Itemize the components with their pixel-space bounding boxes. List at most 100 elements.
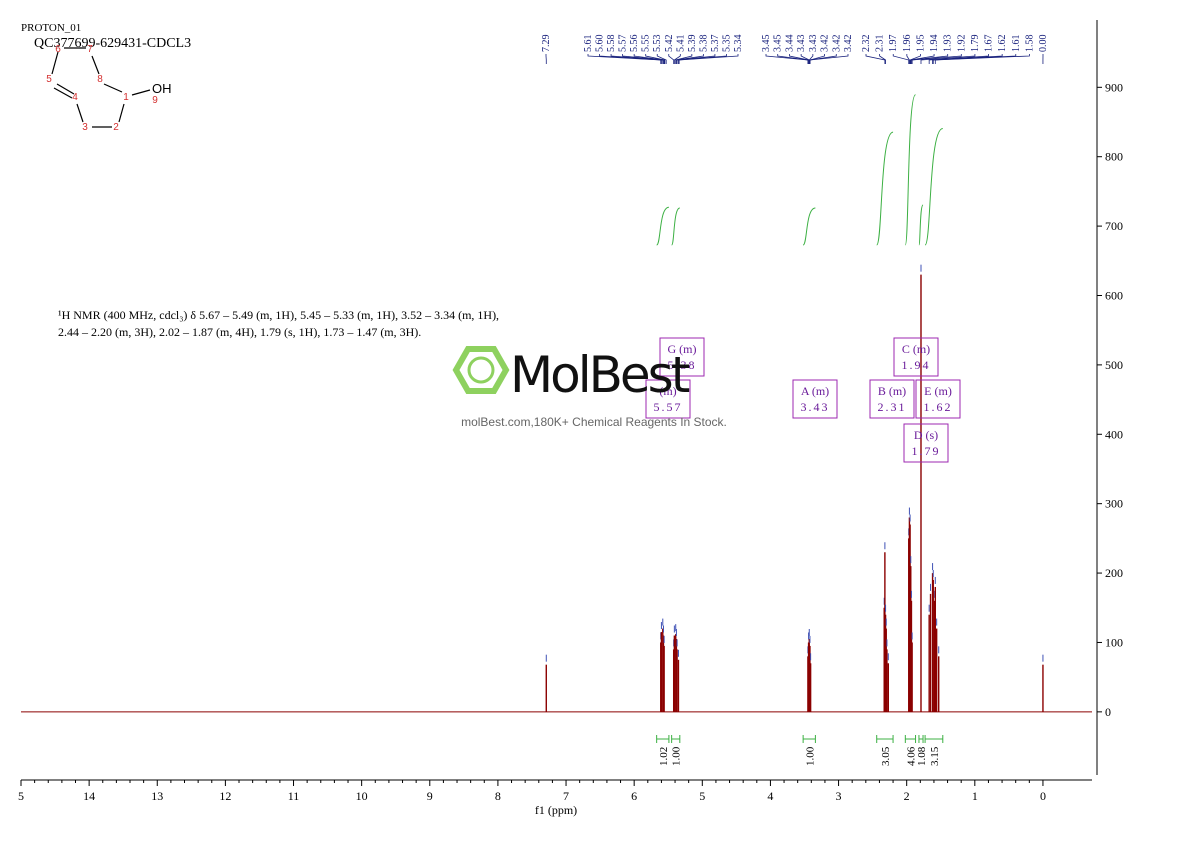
x-tick-label: 10 — [356, 789, 368, 803]
peak-label: 5.53 — [652, 35, 663, 53]
molecule — [51, 47, 151, 128]
integral-curve — [671, 207, 681, 246]
multiplet-label: E (m) — [924, 384, 952, 398]
peak-label: 3.42 — [843, 35, 854, 53]
peak-leader — [911, 54, 962, 64]
peak-label: 3.42 — [831, 35, 842, 53]
peak-leader — [920, 54, 976, 64]
multiplet-shift: 3.43 — [801, 400, 830, 414]
peak-label: 5.41 — [675, 35, 686, 53]
multiplet-box — [659, 337, 705, 377]
multiplet-shift: 2.31 — [878, 400, 907, 414]
multiplet-label: G (m) — [668, 342, 697, 356]
multiplet-label: C (m) — [902, 342, 930, 356]
peak-leader — [809, 54, 849, 64]
peak-label: 5.34 — [733, 35, 744, 53]
peak-label: 5.56 — [629, 35, 640, 53]
multiplet-shift: 1.94 — [902, 358, 931, 372]
experiment-name: PROTON_01 — [21, 22, 81, 34]
multiplet-box — [869, 379, 915, 419]
x-tick-label: 14 — [83, 789, 95, 803]
logo-ring — [467, 356, 495, 384]
peak-leader — [656, 54, 667, 64]
peak-label: 3.44 — [784, 35, 795, 53]
multiplet-box — [893, 337, 939, 377]
integral-label: 1.00 — [671, 746, 683, 766]
integral-bracket — [876, 735, 894, 743]
x-tick-label: 6 — [631, 789, 637, 803]
peak-leader — [678, 54, 739, 64]
peak-label: 1.92 — [956, 35, 967, 53]
peak-label: 5.58 — [606, 35, 617, 53]
integral-bracket — [656, 735, 670, 743]
chart-title: QC377699-629431-CDCL3 — [34, 36, 191, 51]
peak-leader — [678, 54, 727, 64]
atom-number: 2 — [113, 122, 119, 133]
y-tick-label: 500 — [1105, 358, 1123, 372]
x-axis-label: f1 (ppm) — [535, 803, 577, 817]
peak-label: 5.61 — [583, 35, 594, 53]
peak-label: 5.37 — [710, 35, 721, 53]
integral-curve — [802, 207, 816, 246]
peak-leader — [892, 54, 910, 64]
multiplet-label: D (s) — [914, 428, 938, 442]
multiplet-shift: 1.62 — [924, 400, 953, 414]
peak-label: 5.57 — [618, 35, 629, 53]
x-tick-label: 9 — [427, 789, 433, 803]
peak-label: 1.93 — [943, 35, 954, 53]
multiplet-box — [645, 379, 691, 419]
x-tick-label: 13 — [151, 789, 163, 803]
peak-label: 5.55 — [641, 35, 652, 53]
atom-number: 5 — [46, 74, 52, 85]
atom-number: 9 — [152, 95, 158, 106]
peak-leader — [906, 54, 910, 64]
peak-leader — [676, 54, 716, 64]
integral-label: 3.05 — [880, 746, 892, 766]
peak-leader — [932, 54, 1017, 64]
integral-curve — [876, 131, 894, 246]
atom-number: 4 — [72, 92, 78, 103]
integral-curve — [904, 94, 917, 246]
y-tick-label: 800 — [1105, 150, 1123, 164]
peak-label: 1.96 — [902, 35, 913, 53]
peak-leader — [610, 54, 664, 64]
atom-number: 7 — [87, 44, 93, 55]
integral-label: 1.02 — [658, 747, 670, 766]
x-tick-label: 11 — [288, 789, 300, 803]
x-tick-label: 5 — [18, 789, 24, 803]
peak-leader — [865, 54, 886, 64]
peak-leader — [599, 54, 662, 64]
peak-leader — [808, 54, 814, 64]
peak-leader — [676, 54, 704, 64]
watermark-tagline: molBest.com,180K+ Chemical Reagents In S… — [461, 415, 727, 429]
atom-number: 6 — [55, 44, 61, 55]
peak-leader — [668, 54, 675, 64]
peak-label: 1.79 — [970, 35, 981, 53]
y-tick-label: 200 — [1105, 566, 1123, 580]
y-tick-label: 400 — [1105, 427, 1123, 441]
y-tick-label: 300 — [1105, 497, 1123, 511]
x-tick-label: 5 — [699, 789, 705, 803]
peak-label: 5.35 — [721, 35, 732, 53]
peak-label: 1.67 — [984, 35, 995, 53]
x-tick-label: 1 — [972, 789, 978, 803]
atom-number: 1 — [123, 92, 129, 103]
peak-label: 3.42 — [820, 35, 831, 53]
x-tick-label: 7 — [563, 789, 569, 803]
y-tick-label: 900 — [1105, 80, 1123, 94]
x-tick-label: 12 — [219, 789, 231, 803]
integral-bracket — [918, 735, 924, 743]
multiplet-label: A (m) — [801, 384, 829, 398]
y-tick-label: 600 — [1105, 288, 1123, 302]
peak-label: 2.32 — [861, 35, 872, 53]
integral-label: 4.06 — [905, 746, 917, 766]
peak-leader — [909, 54, 921, 64]
peak-label: 7.29 — [541, 35, 552, 53]
watermark-brand: MolBest — [510, 346, 690, 404]
peak-leader — [673, 54, 681, 64]
peak-label: 0.00 — [1038, 35, 1049, 53]
y-tick-label: 100 — [1105, 635, 1123, 649]
peak-label: 1.62 — [997, 35, 1008, 53]
integral-bracket — [924, 735, 944, 743]
